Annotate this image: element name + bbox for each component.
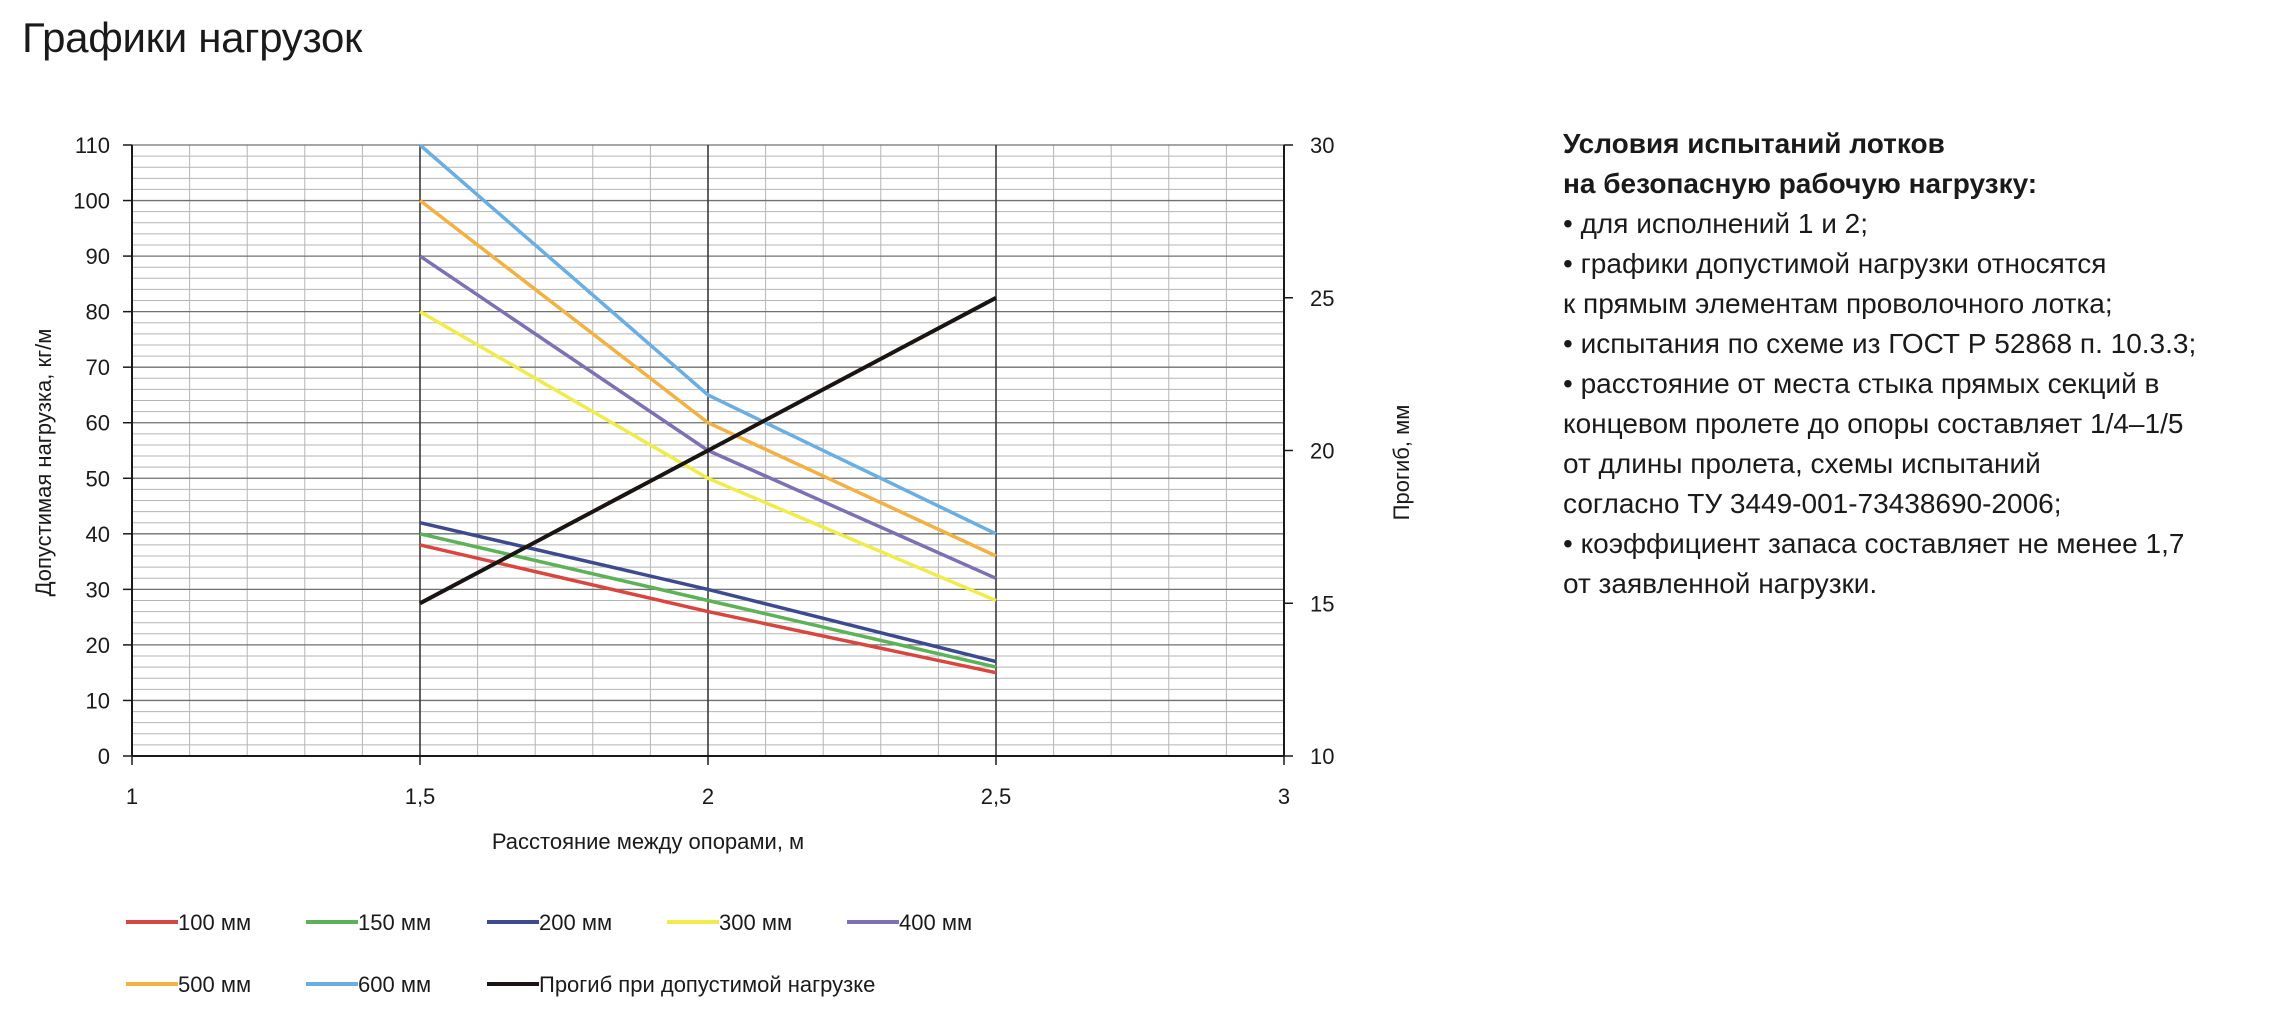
series-line	[418, 143, 997, 536]
y-tick-label: 70	[86, 355, 110, 380]
legend-label: 400 мм	[899, 910, 972, 935]
notes-line: от заявленной нагрузки.	[1563, 568, 1878, 599]
chart-series	[418, 143, 997, 675]
chart-labels: 0 10 20 30 40 50 60 70 80 90 100 110 10 15 20 25 30 1 1,5 2…	[31, 133, 1414, 854]
series-line	[419, 543, 997, 675]
series-line	[419, 296, 997, 606]
y-tick-label: 60	[86, 411, 110, 436]
notes-line: согласно ТУ 3449-001-73438690-2006;	[1563, 488, 2062, 519]
y-tick-label: 110	[75, 133, 110, 158]
y-tick-label: 40	[86, 522, 110, 547]
notes-line: к прямым элементам проволочного лотка;	[1563, 288, 2113, 319]
test-conditions-notes: Условия испытаний лотков на безопасную р…	[1563, 124, 2263, 604]
y2-tick-label: 15	[1310, 591, 1334, 616]
x-tick-label: 2,5	[981, 784, 1012, 809]
legend-label: Прогиб при допустимой нагрузке	[539, 972, 875, 997]
chart-axes	[123, 144, 1293, 765]
page-title: Графики нагрузок	[22, 14, 363, 61]
y-tick-label: 50	[86, 466, 110, 491]
notes-title: Условия испытаний лотков на безопасную р…	[1563, 128, 2038, 199]
y-tick-label: 10	[86, 688, 110, 713]
y-tick-label: 90	[86, 244, 110, 269]
chart-legend: 100 мм 150 мм 200 мм 300 мм 400 мм 500 мм 600 …	[126, 910, 972, 997]
load-chart: 0 10 20 30 40 50 60 70 80 90 100 110 10 15 20 25 30 1 1,5 2…	[31, 133, 1414, 997]
y2-tick-label: 30	[1310, 133, 1334, 158]
series-line	[419, 532, 997, 669]
y2-tick-label: 10	[1310, 744, 1334, 769]
notes-line: • для исполнений 1 и 2;	[1563, 208, 1868, 239]
series-line	[418, 199, 997, 558]
x-axis-title: Расстояние между опорами, м	[492, 829, 804, 854]
x-tick-label: 1,5	[405, 784, 436, 809]
legend-label: 300 мм	[719, 910, 792, 935]
notes-line: • испытания по схеме из ГОСТ Р 52868 п. …	[1563, 328, 2197, 359]
x-tick-label: 2	[702, 784, 714, 809]
y2-tick-label: 25	[1310, 286, 1334, 311]
series-line	[419, 310, 997, 603]
y2-tick-label: 20	[1310, 439, 1334, 464]
y-tick-label: 0	[98, 744, 110, 769]
legend-label: 500 мм	[178, 972, 251, 997]
series-line	[419, 520, 997, 664]
x-tick-label: 1	[126, 784, 138, 809]
notes-line: • графики допустимой нагрузки относятся	[1563, 248, 2107, 279]
x-tick-label: 3	[1278, 784, 1290, 809]
y-tick-label: 80	[86, 300, 110, 325]
notes-line: • расстояние от места стыка прямых секци…	[1563, 368, 2160, 399]
notes-line: от длины пролета, схемы испытаний	[1563, 448, 2041, 479]
y-axis-title: Допустимая нагрузка, кг/м	[31, 329, 56, 597]
notes-line: • коэффициент запаса составляет не менее…	[1563, 528, 2185, 559]
y-tick-label: 20	[86, 633, 110, 658]
legend-label: 100 мм	[178, 910, 251, 935]
notes-line: концевом пролете до опоры составляет 1/4…	[1563, 408, 2184, 439]
legend-label: 200 мм	[539, 910, 612, 935]
legend-label: 600 мм	[358, 972, 431, 997]
y-tick-label: 100	[73, 189, 110, 214]
y2-axis-title: Прогиб, мм	[1389, 405, 1414, 521]
y-tick-label: 30	[86, 577, 110, 602]
legend-label: 150 мм	[358, 910, 431, 935]
